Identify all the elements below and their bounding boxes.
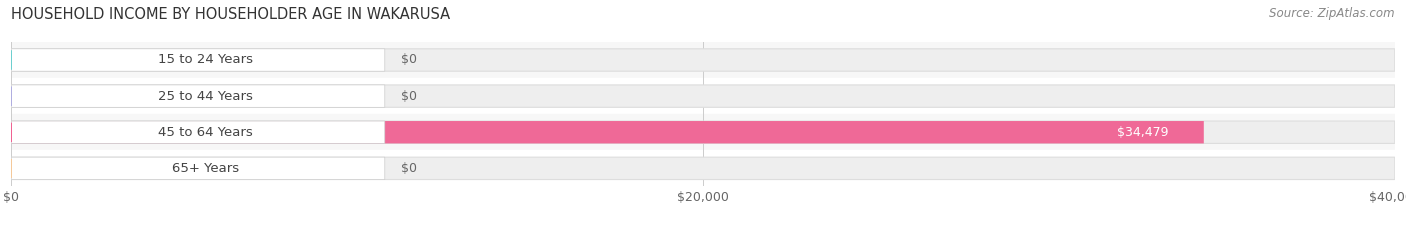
Text: 15 to 24 Years: 15 to 24 Years xyxy=(157,54,253,66)
Bar xyxy=(11,150,1395,186)
FancyBboxPatch shape xyxy=(11,49,1395,71)
Bar xyxy=(11,42,1395,78)
FancyBboxPatch shape xyxy=(11,121,1204,144)
Text: $34,479: $34,479 xyxy=(1116,126,1168,139)
Text: 25 to 44 Years: 25 to 44 Years xyxy=(157,90,253,103)
FancyBboxPatch shape xyxy=(11,157,1395,180)
Text: HOUSEHOLD INCOME BY HOUSEHOLDER AGE IN WAKARUSA: HOUSEHOLD INCOME BY HOUSEHOLDER AGE IN W… xyxy=(11,7,450,22)
Text: $0: $0 xyxy=(401,54,418,66)
Bar xyxy=(11,114,1395,150)
Text: $0: $0 xyxy=(401,162,418,175)
Bar xyxy=(11,78,1395,114)
Text: Source: ZipAtlas.com: Source: ZipAtlas.com xyxy=(1270,7,1395,20)
FancyBboxPatch shape xyxy=(11,85,1395,107)
FancyBboxPatch shape xyxy=(11,85,385,107)
Text: $0: $0 xyxy=(401,90,418,103)
FancyBboxPatch shape xyxy=(11,121,385,144)
FancyBboxPatch shape xyxy=(11,121,1395,144)
Text: 65+ Years: 65+ Years xyxy=(172,162,239,175)
Text: 45 to 64 Years: 45 to 64 Years xyxy=(157,126,253,139)
FancyBboxPatch shape xyxy=(11,49,385,71)
FancyBboxPatch shape xyxy=(11,157,385,180)
